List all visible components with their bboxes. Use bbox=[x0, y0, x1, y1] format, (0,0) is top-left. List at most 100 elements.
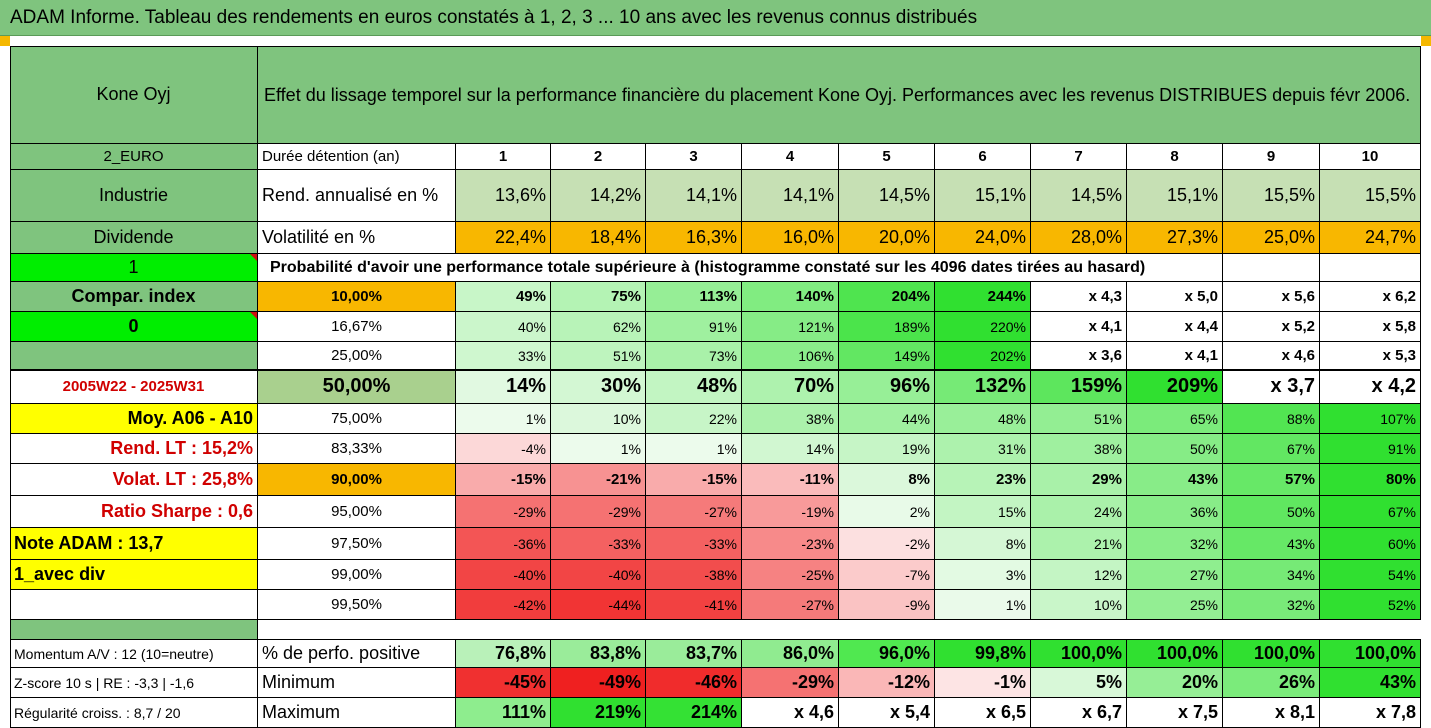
volat-value: 25,0% bbox=[1223, 222, 1320, 254]
duration-header: 3 bbox=[646, 144, 742, 170]
probability-value: -44% bbox=[551, 590, 646, 620]
duration-header: 4 bbox=[742, 144, 839, 170]
probability-value: x 4,3 bbox=[1031, 282, 1127, 312]
bottom-metric-value: -1% bbox=[935, 668, 1031, 698]
probability-value: 113% bbox=[646, 282, 742, 312]
probability-value: 50% bbox=[1127, 434, 1223, 464]
probability-value: x 4,2 bbox=[1320, 370, 1421, 404]
bottom-metric-value: 100,0% bbox=[1320, 640, 1421, 668]
probability-value: x 5,8 bbox=[1320, 312, 1421, 342]
probability-value: x 3,7 bbox=[1223, 370, 1320, 404]
probability-value: 62% bbox=[551, 312, 646, 342]
probability-value: -15% bbox=[646, 464, 742, 496]
probability-value: -27% bbox=[646, 496, 742, 528]
probability-value: 32% bbox=[1223, 590, 1320, 620]
probability-value: 80% bbox=[1320, 464, 1421, 496]
average-period-label: Moy. A06 - A10 bbox=[10, 404, 258, 434]
probability-value: 57% bbox=[1223, 464, 1320, 496]
probability-value: 29% bbox=[1031, 464, 1127, 496]
bottom-metric-value: 96,0% bbox=[839, 640, 935, 668]
probability-value: -27% bbox=[742, 590, 839, 620]
probability-value: 2% bbox=[839, 496, 935, 528]
duration-header: 10 bbox=[1320, 144, 1421, 170]
dividend-label: Dividende bbox=[10, 222, 258, 254]
bottom-metric-value: 43% bbox=[1320, 668, 1421, 698]
probability-value: 54% bbox=[1320, 560, 1421, 590]
probability-threshold: 90,00% bbox=[258, 464, 456, 496]
probability-value: -23% bbox=[742, 528, 839, 560]
probability-value: 14% bbox=[742, 434, 839, 464]
duration-header: 1 bbox=[456, 144, 551, 170]
bottom-metric-value: 100,0% bbox=[1223, 640, 1320, 668]
probability-value: 65% bbox=[1127, 404, 1223, 434]
probability-value: 244% bbox=[935, 282, 1031, 312]
probability-value: 51% bbox=[551, 342, 646, 370]
probability-value: 43% bbox=[1127, 464, 1223, 496]
rend-label: Rend. annualisé en % bbox=[258, 170, 456, 222]
bottom-metric-value: 83,8% bbox=[551, 640, 646, 668]
probability-value: 202% bbox=[935, 342, 1031, 370]
probability-value: 44% bbox=[839, 404, 935, 434]
probability-value: x 4,4 bbox=[1127, 312, 1223, 342]
probability-value: 67% bbox=[1320, 496, 1421, 528]
probability-value: 60% bbox=[1320, 528, 1421, 560]
bottom-metric-value: 86,0% bbox=[742, 640, 839, 668]
probability-value: 3% bbox=[935, 560, 1031, 590]
bottom-metric-value: 100,0% bbox=[1127, 640, 1223, 668]
probability-title: Probabilité d'avoir une performance tota… bbox=[258, 254, 1223, 282]
bottom-metric-value: 76,8% bbox=[456, 640, 551, 668]
probability-value: 10% bbox=[1031, 590, 1127, 620]
probability-value: -41% bbox=[646, 590, 742, 620]
long-term-volatility: Volat. LT : 25,8% bbox=[10, 464, 258, 496]
probability-value: 121% bbox=[742, 312, 839, 342]
probability-value: 48% bbox=[646, 370, 742, 404]
probability-value: 8% bbox=[839, 464, 935, 496]
volat-value: 16,3% bbox=[646, 222, 742, 254]
probability-value: -9% bbox=[839, 590, 935, 620]
probability-value: -21% bbox=[551, 464, 646, 496]
bottom-metric-value: 100,0% bbox=[1031, 640, 1127, 668]
probability-value: -40% bbox=[551, 560, 646, 590]
probability-value: 140% bbox=[742, 282, 839, 312]
sharpe-ratio: Ratio Sharpe : 0,6 bbox=[10, 496, 258, 528]
probability-value: 19% bbox=[839, 434, 935, 464]
volat-label: Volatilité en % bbox=[258, 222, 456, 254]
probability-value: 204% bbox=[839, 282, 935, 312]
asset-name: Kone Oyj bbox=[10, 46, 258, 144]
empty-green-cell bbox=[10, 342, 258, 370]
bottom-metric-value: 5% bbox=[1031, 668, 1127, 698]
bottom-metric-label: % de perfo. positive bbox=[258, 640, 456, 668]
duration-label: Durée détention (an) bbox=[258, 144, 456, 170]
rend-value: 14,5% bbox=[1031, 170, 1127, 222]
probability-value: -25% bbox=[742, 560, 839, 590]
bottom-metric-value: x 7,5 bbox=[1127, 698, 1223, 728]
probability-value: 132% bbox=[935, 370, 1031, 404]
probability-value: 75% bbox=[551, 282, 646, 312]
probability-threshold: 95,00% bbox=[258, 496, 456, 528]
table-description: Effet du lissage temporel sur la perform… bbox=[258, 46, 1421, 144]
bottom-metric-value: -46% bbox=[646, 668, 742, 698]
probability-threshold: 10,00% bbox=[258, 282, 456, 312]
probability-value: x 4,1 bbox=[1031, 312, 1127, 342]
bottom-metric-value: -49% bbox=[551, 668, 646, 698]
probability-value: 48% bbox=[935, 404, 1031, 434]
probability-value: x 5,3 bbox=[1320, 342, 1421, 370]
duration-header: 7 bbox=[1031, 144, 1127, 170]
bottom-metric-value: 219% bbox=[551, 698, 646, 728]
period-label: 2005W22 - 2025W31 bbox=[10, 370, 258, 404]
volat-value: 24,7% bbox=[1320, 222, 1421, 254]
probability-value: 73% bbox=[646, 342, 742, 370]
bottom-metric-value: x 5,4 bbox=[839, 698, 935, 728]
bottom-metric-value: x 8,1 bbox=[1223, 698, 1320, 728]
probability-value: 209% bbox=[1127, 370, 1223, 404]
volat-value: 27,3% bbox=[1127, 222, 1223, 254]
probability-value: 30% bbox=[551, 370, 646, 404]
bottom-metric-value: x 6,5 bbox=[935, 698, 1031, 728]
probability-value: 1% bbox=[456, 404, 551, 434]
rend-value: 15,5% bbox=[1223, 170, 1320, 222]
probability-value: 31% bbox=[935, 434, 1031, 464]
probability-value: 40% bbox=[456, 312, 551, 342]
probability-value: -4% bbox=[456, 434, 551, 464]
probability-value: x 5,0 bbox=[1127, 282, 1223, 312]
probability-value: 67% bbox=[1223, 434, 1320, 464]
